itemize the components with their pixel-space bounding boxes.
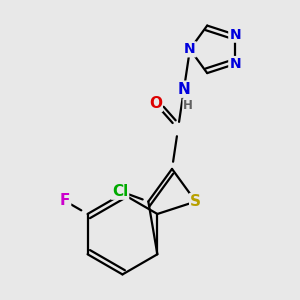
Text: N: N (229, 28, 241, 42)
Text: H: H (183, 99, 193, 112)
Text: S: S (190, 194, 201, 209)
Text: Cl: Cl (112, 184, 128, 199)
Text: N: N (178, 82, 190, 97)
Text: O: O (149, 96, 162, 111)
Text: N: N (184, 42, 196, 56)
Text: N: N (229, 57, 241, 71)
Text: F: F (60, 194, 70, 208)
